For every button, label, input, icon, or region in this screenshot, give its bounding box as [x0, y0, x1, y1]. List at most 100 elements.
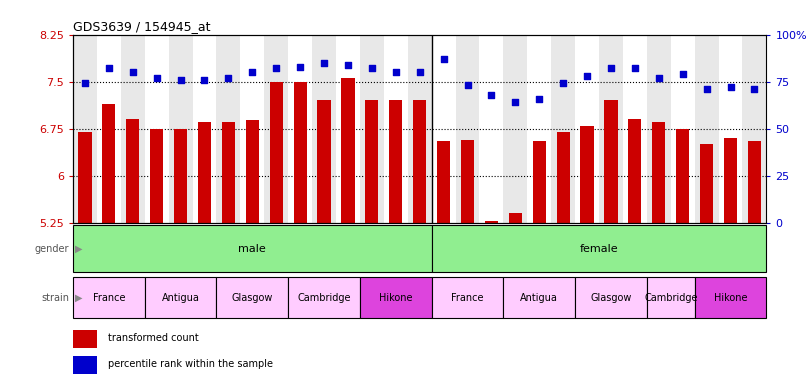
Bar [269, 82, 283, 223]
Bar [144, 277, 217, 318]
Bar [652, 122, 665, 223]
Bar [389, 101, 402, 223]
Bar [575, 277, 647, 318]
Bar [192, 35, 217, 223]
Point [556, 80, 569, 86]
Bar [431, 35, 456, 223]
Bar [264, 35, 288, 223]
Point [629, 65, 642, 71]
Point [485, 92, 498, 98]
Bar [217, 277, 288, 318]
Bar [431, 225, 766, 272]
Text: France: France [92, 293, 125, 303]
Bar [144, 35, 169, 223]
Bar [748, 141, 761, 223]
Text: strain: strain [41, 293, 69, 303]
Bar [384, 35, 408, 223]
Bar [317, 101, 331, 223]
Bar [676, 129, 689, 223]
Point [652, 75, 665, 81]
Text: Cambridge: Cambridge [298, 293, 351, 303]
Bar [222, 122, 235, 223]
Point [102, 65, 115, 71]
Point [222, 75, 235, 81]
Bar [508, 214, 522, 223]
Bar [150, 129, 163, 223]
Point [461, 82, 474, 88]
Point [246, 69, 259, 75]
Point [341, 61, 354, 68]
Bar [599, 35, 623, 223]
Bar [408, 35, 431, 223]
Point [294, 63, 307, 70]
Point [533, 96, 546, 102]
Bar [294, 82, 307, 223]
Bar [504, 277, 575, 318]
Bar [413, 101, 427, 223]
Point [676, 71, 689, 77]
Bar [504, 35, 527, 223]
Text: gender: gender [34, 243, 69, 254]
Bar [743, 35, 766, 223]
Bar [240, 35, 264, 223]
Bar [198, 122, 211, 223]
Point [437, 56, 450, 62]
Bar [437, 141, 450, 223]
Bar [360, 277, 431, 318]
Text: Hikone: Hikone [714, 293, 747, 303]
Bar [527, 35, 551, 223]
Bar [73, 35, 97, 223]
Bar [121, 35, 144, 223]
Bar [73, 329, 97, 348]
Bar [629, 119, 642, 223]
Point [389, 69, 402, 75]
Point [127, 69, 139, 75]
Bar [217, 35, 240, 223]
Bar [556, 132, 570, 223]
Point [150, 75, 163, 81]
Bar [360, 35, 384, 223]
Point [366, 65, 379, 71]
Bar [102, 104, 115, 223]
Bar [485, 221, 498, 223]
Bar [288, 35, 312, 223]
Text: France: France [451, 293, 484, 303]
Bar [719, 35, 743, 223]
Bar [169, 35, 192, 223]
Bar [79, 132, 92, 223]
Bar [724, 138, 737, 223]
Point [724, 84, 737, 90]
Bar [97, 35, 121, 223]
Bar [623, 35, 647, 223]
Bar [431, 277, 504, 318]
Text: ▶: ▶ [75, 243, 82, 254]
Point [174, 77, 187, 83]
Point [748, 86, 761, 92]
Text: transformed count: transformed count [108, 333, 199, 343]
Point [318, 60, 331, 66]
Text: female: female [580, 243, 618, 254]
Bar [671, 35, 695, 223]
Bar [341, 78, 354, 223]
Bar [246, 121, 259, 223]
Bar [127, 119, 139, 223]
Bar [479, 35, 504, 223]
Bar [73, 277, 144, 318]
Bar [533, 141, 546, 223]
Bar [336, 35, 360, 223]
Bar [365, 101, 379, 223]
Text: Glasgow: Glasgow [590, 293, 632, 303]
Bar [647, 277, 695, 318]
Point [508, 99, 521, 105]
Text: ▶: ▶ [75, 293, 82, 303]
Bar [695, 277, 766, 318]
Point [79, 80, 92, 86]
Bar [288, 277, 360, 318]
Bar [581, 126, 594, 223]
Text: Hikone: Hikone [379, 293, 413, 303]
Point [270, 65, 283, 71]
Point [198, 77, 211, 83]
Text: percentile rank within the sample: percentile rank within the sample [108, 359, 272, 369]
Text: male: male [238, 243, 266, 254]
Bar [73, 356, 97, 374]
